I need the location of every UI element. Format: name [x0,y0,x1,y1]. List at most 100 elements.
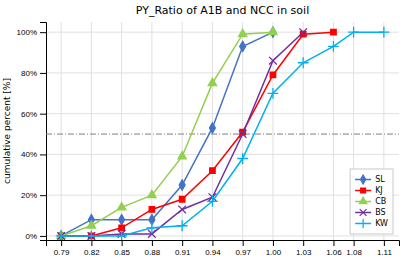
x-tick: 0.97 [235,240,251,257]
series [57,28,307,239]
y-tick: 100% [17,28,46,37]
legend-label: BS [375,208,385,217]
point [119,215,125,225]
series-line [61,32,333,236]
legend-item: CB [355,197,386,206]
legend-symbol [359,197,366,203]
legend-label: SL [375,175,385,184]
point [239,29,247,36]
point [207,196,218,207]
point [149,207,154,212]
series [57,27,277,238]
grid-line-x [182,22,183,240]
x-tick-mark [61,240,62,246]
legend-item: BS [355,208,385,217]
point [177,220,188,231]
point [86,231,97,240]
point [240,41,246,51]
grid-line-x [303,22,304,240]
series [58,29,336,238]
series-line [61,32,273,236]
y-tick-label: 60% [21,110,37,119]
legend-symbol [358,219,368,229]
x-tick-label: 1.11 [377,248,393,257]
y-tick: 20% [21,191,46,200]
point [178,206,186,214]
series-line [61,32,273,236]
x-tick-mark [91,240,92,246]
x-tick: 0.82 [84,240,100,257]
x-tick: 0.79 [54,240,70,257]
y-tick-mark [40,154,46,155]
x-tick-label: 1.08 [346,248,362,257]
grid-line-x [61,22,62,240]
point [298,57,309,68]
point [119,225,124,230]
series-line [61,32,303,236]
grid-line-y [46,195,399,196]
legend-item: SL [355,175,385,184]
reference-line [46,134,399,135]
x-tick-label: 0.91 [175,248,191,257]
legend-label: KW [375,219,388,228]
grid-line-x [272,22,273,240]
point [237,153,248,164]
point [179,197,184,202]
x-tick: 1.03 [296,240,312,257]
y-tick-mark [40,114,46,115]
legend-label: CB [375,197,386,206]
x-tick: 0.88 [145,240,161,257]
y-tick-label: 0% [25,232,37,241]
grid-line-y [46,113,399,114]
point [178,152,186,159]
y-tick-mark [40,236,46,237]
grid-line-y [46,72,399,73]
y-tick-mark [40,73,46,74]
y-tick: 80% [21,69,46,78]
x-tick-label: 0.82 [84,248,100,257]
point [147,222,158,233]
data-layer [46,27,399,240]
grid-line-y [46,154,399,155]
point [208,78,216,85]
y-tick-mark [40,195,46,196]
x-tick-mark [273,240,274,246]
y-tick-label: 100% [17,28,37,37]
x-tick-mark [212,240,213,246]
grid-line-y [46,32,399,33]
y-axis-title: cumulative percent [%] [2,78,12,184]
legend-symbol [360,175,365,184]
point [56,231,67,240]
grid-line-x [333,22,334,240]
plot-area: 0.790.820.850.880.910.940.971.001.031.06… [17,22,400,257]
series [58,27,276,240]
x-tick-mark [384,240,385,246]
x-tick-label: 0.94 [205,248,221,257]
x-tick-mark [354,240,355,246]
point [239,130,247,138]
series-line [61,32,384,236]
point [148,190,156,197]
legend-label: KJ [375,186,383,195]
x-tick: 1.11 [377,240,393,257]
x-tick: 1.08 [346,240,362,257]
legend-symbol [360,209,367,216]
x-tick-mark [243,240,244,246]
x-tick-mark [182,240,183,246]
grid [46,22,399,240]
point [270,72,275,77]
point [210,168,215,173]
x-tick-label: 1.06 [326,248,342,257]
x-tick: 0.91 [175,240,191,257]
y-tick: 40% [21,150,46,159]
y-tick-label: 80% [21,69,37,78]
x-tick-label: 0.97 [235,248,251,257]
series [56,27,390,240]
point [299,28,307,36]
x-axis-line [47,241,400,247]
y-tick: 0% [25,232,46,241]
point [378,27,389,38]
point [117,203,125,210]
chart: 0.790.820.850.880.910.940.971.001.031.06… [0,0,407,260]
x-tick-mark [333,240,334,246]
